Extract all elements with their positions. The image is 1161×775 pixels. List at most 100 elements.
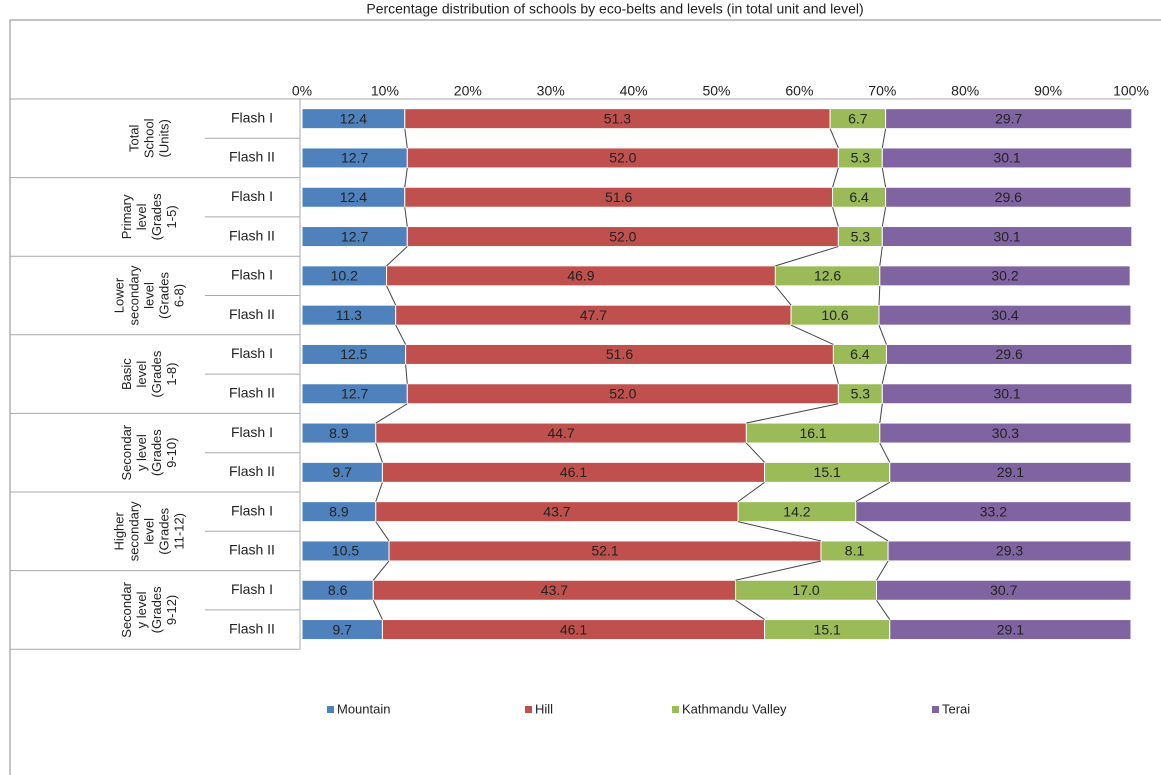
data-label: 52.1 [591, 543, 618, 559]
group-label: secondary [126, 501, 141, 561]
group-label: (Grades [149, 586, 164, 633]
data-label: 29.3 [996, 543, 1023, 559]
series-line [855, 481, 891, 503]
series-line [878, 285, 881, 306]
group-label: Total [126, 124, 141, 152]
series-line [745, 442, 765, 463]
series-line [372, 560, 390, 581]
series-line [879, 442, 891, 463]
group-label: (Grades [149, 350, 164, 397]
data-label: 8.1 [845, 543, 865, 559]
data-label: 30.4 [991, 307, 1018, 323]
data-label: 8.6 [328, 582, 348, 598]
group-label: School [141, 118, 156, 158]
group-label: 1-5) [164, 205, 179, 228]
group-label: level [134, 361, 149, 388]
series-line [372, 600, 383, 620]
data-label: 12.7 [341, 228, 368, 244]
category-label: Flash I [231, 188, 273, 204]
series-line [881, 167, 887, 188]
data-label: 52.0 [609, 228, 636, 244]
category-label: Flash II [229, 542, 275, 558]
group-label: 11-12) [171, 513, 186, 550]
series-line [375, 521, 390, 542]
bar-segment [889, 461, 1132, 483]
series-line [737, 481, 765, 503]
data-label: 43.7 [541, 582, 568, 598]
data-label: 12.4 [340, 110, 367, 126]
bar-segment [855, 501, 1132, 523]
group-label: level [141, 282, 156, 309]
bar-segment [887, 540, 1132, 562]
group-label: Higher [111, 511, 126, 550]
data-label: 12.7 [341, 385, 368, 401]
group-label: level [141, 518, 156, 545]
series-line [855, 521, 889, 542]
bar-segment [885, 343, 1133, 365]
data-label: 47.7 [580, 307, 607, 323]
group-label: (Grades [149, 429, 164, 476]
group-label: 1-8) [164, 363, 179, 386]
data-label: 29.6 [995, 189, 1022, 205]
group-label: 6-8) [171, 284, 186, 307]
series-line [735, 560, 822, 581]
chart-frame [9, 19, 1161, 775]
data-label: 12.7 [341, 150, 368, 166]
data-label: 30.1 [993, 385, 1020, 401]
category-label: Flash I [231, 581, 273, 597]
data-label: 30.2 [991, 268, 1018, 284]
data-label: 12.5 [340, 346, 367, 362]
group-label: level [134, 203, 149, 230]
data-label: 10.2 [331, 268, 358, 284]
legend-swatch [525, 706, 532, 713]
data-label: 12.4 [340, 189, 367, 205]
category-label: Flash II [229, 306, 275, 322]
category-label: Flash II [229, 463, 275, 479]
data-label: 29.1 [997, 464, 1024, 480]
data-label: 46.1 [560, 621, 587, 637]
data-label: 16.1 [799, 425, 826, 441]
series-line [386, 285, 397, 306]
data-label: 10.5 [332, 543, 359, 559]
data-label: 44.7 [547, 425, 574, 441]
legend-swatch [932, 706, 939, 713]
bar-segment [875, 579, 1132, 601]
series-line [832, 364, 839, 384]
series-line [737, 521, 822, 542]
data-label: 9.7 [332, 464, 352, 480]
category-label: Flash II [229, 149, 275, 165]
data-label: 29.7 [995, 110, 1022, 126]
series-line [774, 285, 792, 306]
legend-swatch [672, 706, 679, 713]
category-label: Flash I [231, 502, 273, 518]
group-label: (Grades [149, 193, 164, 240]
data-label: 29.6 [996, 346, 1023, 362]
category-label: Flash II [229, 227, 275, 243]
series-line [879, 246, 883, 266]
bar-segment [879, 422, 1132, 444]
series-line [881, 207, 887, 227]
data-label: 30.1 [993, 228, 1020, 244]
data-label: 46.1 [560, 464, 587, 480]
series-line [878, 324, 887, 345]
data-label: 30.3 [992, 425, 1019, 441]
data-label: 30.1 [993, 150, 1020, 166]
x-tick-label: 70% [868, 83, 896, 99]
category-label: Flash I [231, 267, 273, 283]
x-tick-label: 40% [620, 83, 648, 99]
x-tick-label: 50% [702, 83, 730, 99]
chart-title: Percentage distribution of schools by ec… [366, 1, 863, 17]
bar-segment [878, 304, 1132, 326]
data-label: 6.4 [849, 189, 869, 205]
series-line [881, 128, 887, 149]
legend-label: Kathmandu Valley [682, 701, 787, 716]
category-label: Flash II [229, 620, 275, 636]
group-label: 9-10) [164, 438, 179, 468]
data-label: 51.6 [605, 189, 632, 205]
bar-segment [885, 108, 1133, 130]
series-line [386, 246, 408, 267]
data-label: 6.7 [848, 110, 868, 126]
legend-label: Terai [942, 701, 970, 716]
data-label: 5.3 [851, 385, 871, 401]
